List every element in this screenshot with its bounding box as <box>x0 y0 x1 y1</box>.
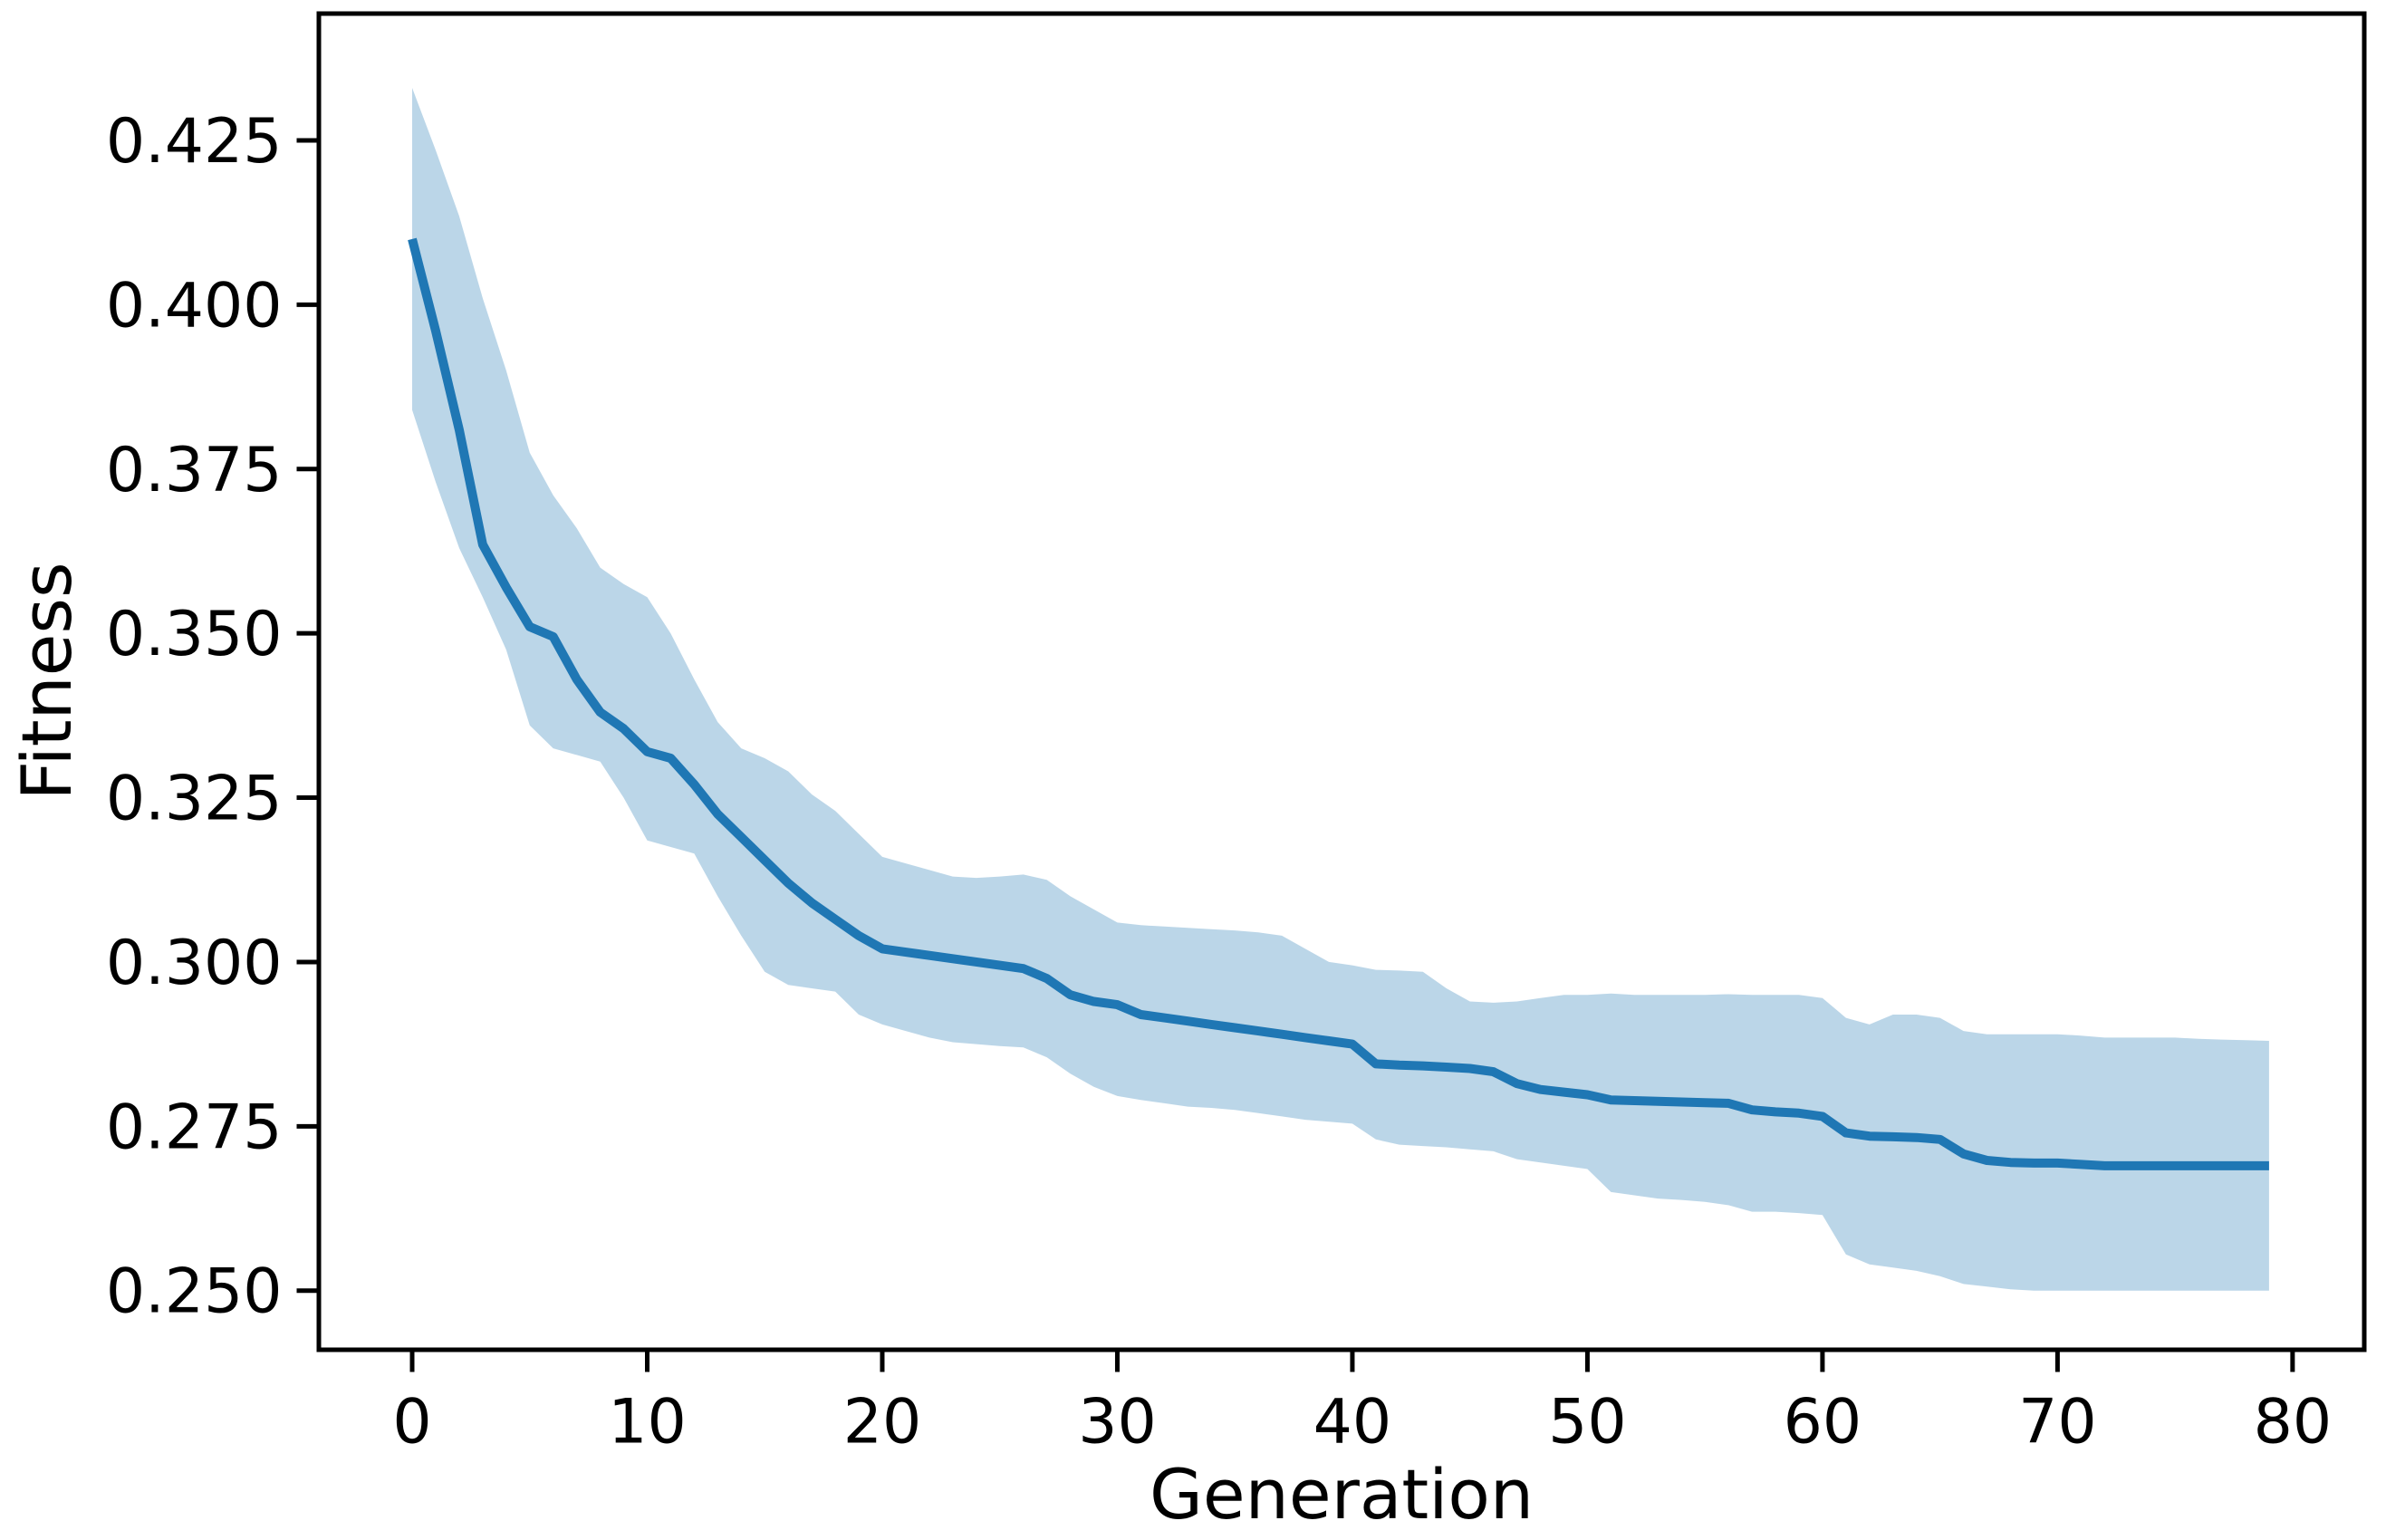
x-axis-title: Generation <box>1150 1454 1534 1535</box>
y-axis-title: Fitness <box>6 562 87 801</box>
y-tick-label: 0.275 <box>106 1092 283 1163</box>
x-tick-label: 0 <box>392 1387 431 1458</box>
y-tick-label: 0.300 <box>106 928 283 999</box>
x-tick-label: 10 <box>608 1387 687 1458</box>
x-tick-label: 70 <box>2018 1387 2097 1458</box>
x-tick-label: 60 <box>1784 1387 1862 1458</box>
y-tick-label: 0.250 <box>106 1256 283 1328</box>
y-tick-label: 0.425 <box>106 106 283 178</box>
y-tick-label: 0.375 <box>106 435 283 506</box>
x-tick-label: 80 <box>2254 1387 2333 1458</box>
y-tick-label: 0.350 <box>106 599 283 670</box>
axes-frame <box>316 11 2367 1352</box>
y-tick-label: 0.325 <box>106 764 283 835</box>
y-tick-label: 0.400 <box>106 270 283 342</box>
x-tick-label: 30 <box>1078 1387 1157 1458</box>
stddev-band <box>412 88 2269 1291</box>
mean-fitness-line <box>408 237 2269 1170</box>
x-tick-label: 20 <box>843 1387 922 1458</box>
x-tick-label: 50 <box>1548 1387 1627 1458</box>
x-tick-label: 40 <box>1313 1387 1392 1458</box>
